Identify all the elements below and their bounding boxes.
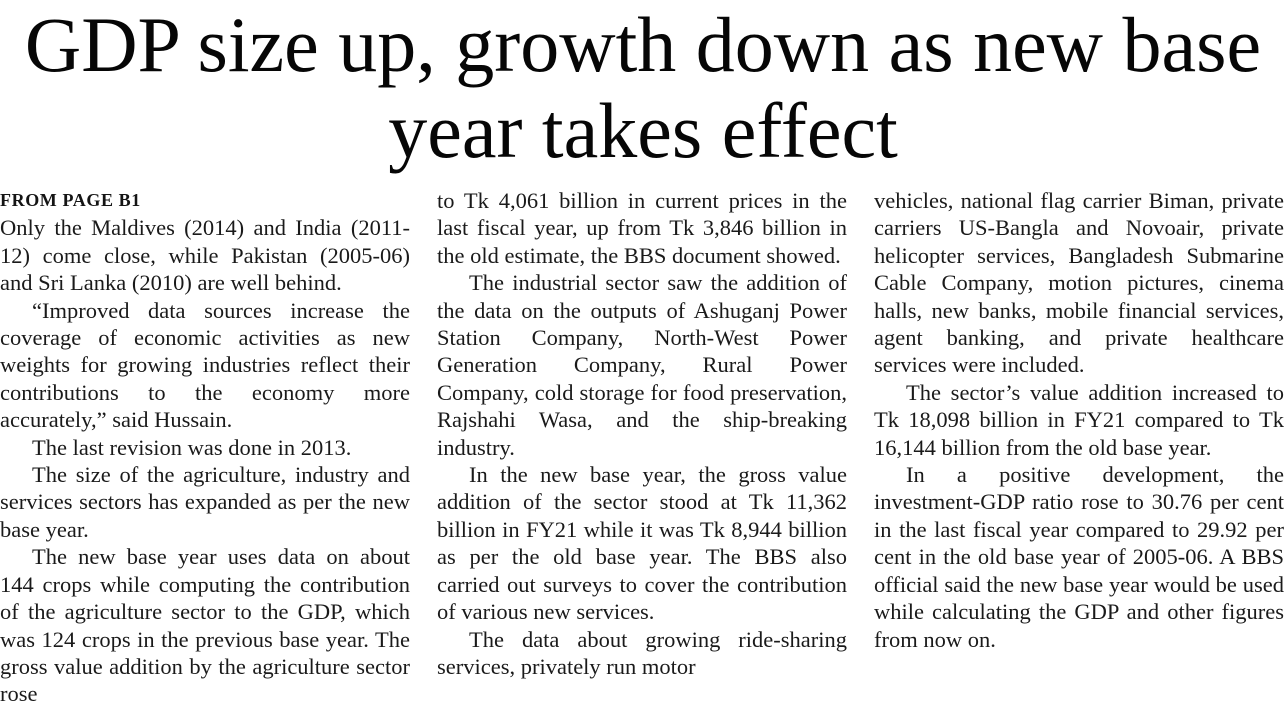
article-paragraph: “Improved data sources increase the cove…	[0, 297, 410, 433]
article-paragraph: The size of the agriculture, industry an…	[0, 462, 410, 542]
article-column-2: to Tk 4,061 billion in current prices in…	[437, 187, 847, 708]
article-column-3: vehicles, national flag carrier Biman, p…	[874, 187, 1284, 708]
article-column-1: FROM PAGE B1 Only the Maldives (2014) an…	[0, 187, 410, 708]
from-page-label: FROM PAGE B1	[0, 190, 141, 210]
article-paragraph: The data about growing ride-sharing serv…	[437, 626, 847, 679]
article-paragraph: In a positive development, the investmen…	[874, 462, 1284, 652]
article-paragraph: vehicles, national flag carrier Biman, p…	[874, 188, 1284, 378]
article-body-columns: FROM PAGE B1 Only the Maldives (2014) an…	[0, 187, 1286, 708]
article-paragraph: to Tk 4,061 billion in current prices in…	[437, 188, 847, 268]
article-paragraph: The last revision was done in 2013.	[32, 434, 352, 460]
article-paragraph: Only the Maldives (2014) and India (2011…	[0, 215, 410, 296]
article-paragraph: In the new base year, the gross value ad…	[437, 462, 847, 625]
article-headline: GDP size up, growth down as new base yea…	[24, 1, 1262, 174]
article-paragraph: The sector’s value addition increased to…	[874, 379, 1284, 460]
article-paragraph: The new base year uses data on about 144…	[0, 544, 410, 707]
article-paragraph: The industrial sector saw the addition o…	[437, 270, 847, 460]
